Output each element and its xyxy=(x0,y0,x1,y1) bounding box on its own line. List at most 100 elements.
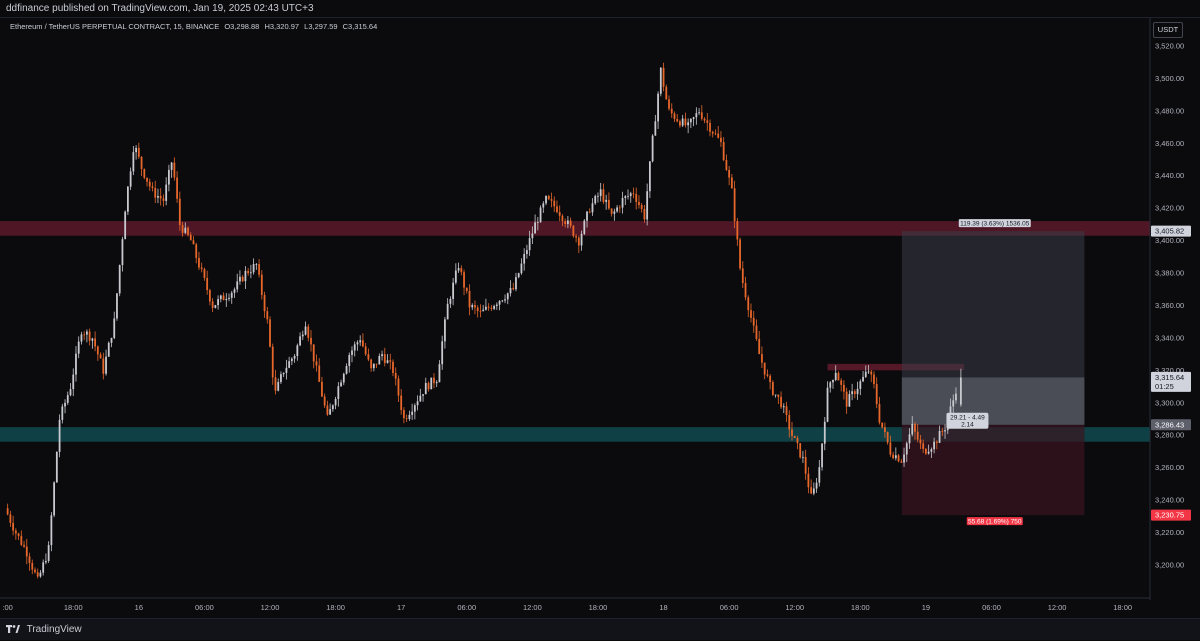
candle-body xyxy=(539,207,542,223)
candle-body xyxy=(400,395,403,411)
candle-body xyxy=(184,227,187,233)
stop-label-text: 55.68 (1.69%) 750 xyxy=(968,518,1022,525)
footer-brand: TradingView xyxy=(26,624,82,635)
candle-body xyxy=(556,206,558,213)
candle-body xyxy=(189,234,192,241)
candle-body xyxy=(515,277,517,290)
stop-zone xyxy=(901,424,1085,516)
candle-body xyxy=(821,443,823,468)
y-tick-label: 3,380.00 xyxy=(1155,269,1184,278)
candle-body xyxy=(378,356,381,365)
x-tick-label: 12:00 xyxy=(523,603,542,612)
candle-body xyxy=(730,177,733,189)
candle-body xyxy=(703,118,706,121)
candle-body xyxy=(698,112,700,114)
candle-body xyxy=(61,406,64,420)
candle-body xyxy=(217,299,219,306)
candle-body xyxy=(935,441,938,443)
candle-body xyxy=(597,195,599,197)
candle-body xyxy=(178,198,181,225)
candle-body xyxy=(476,307,479,311)
candle-body xyxy=(654,121,657,136)
y-tick-label: 3,340.00 xyxy=(1155,333,1184,342)
candle-body xyxy=(668,99,670,109)
candle-body xyxy=(337,386,340,400)
candle-body xyxy=(676,118,679,122)
candle-body xyxy=(310,337,312,345)
candle-body xyxy=(638,201,640,206)
candle-body xyxy=(572,225,575,237)
level-band xyxy=(827,363,965,371)
candle-body xyxy=(752,317,755,326)
target-label-text: 119.39 (3.63%) 1536.05 xyxy=(960,220,1030,227)
candle-body xyxy=(165,184,168,201)
candle-body xyxy=(211,301,214,308)
candle-body xyxy=(930,449,933,452)
candle-body xyxy=(45,560,47,563)
candle-body xyxy=(799,443,802,458)
candle-body xyxy=(214,305,217,308)
candle-body xyxy=(897,455,900,462)
candle-body xyxy=(367,354,370,360)
candle-body xyxy=(356,342,359,345)
candle-body xyxy=(195,244,198,258)
y-tick-label: 3,360.00 xyxy=(1155,301,1184,310)
candle-body xyxy=(452,282,455,299)
candle-body xyxy=(386,360,389,363)
currency-button[interactable]: USDT xyxy=(1153,22,1183,38)
candle-body xyxy=(140,156,143,169)
candle-body xyxy=(720,137,722,143)
candle-body xyxy=(495,304,498,306)
candle-body xyxy=(277,382,280,391)
candle-body xyxy=(247,270,250,274)
candle-body xyxy=(137,147,140,157)
candle-body xyxy=(624,196,627,199)
candle-body xyxy=(504,299,506,301)
candle-body xyxy=(848,394,851,407)
target-price-tag-text: 3,405.82 xyxy=(1155,227,1184,236)
target-label: 119.39 (3.63%) 1536.05 xyxy=(958,219,1031,227)
candle-body xyxy=(20,535,23,545)
candle-body xyxy=(788,415,791,430)
price-chart[interactable]: 119.39 (3.63%) 1536.05 55.68 (1.69%) 750 2… xyxy=(0,18,1200,618)
candle-body xyxy=(290,358,293,362)
candle-body xyxy=(908,434,911,444)
candle-body xyxy=(878,404,881,423)
x-tick-label: 17 xyxy=(397,603,405,612)
candle-body xyxy=(42,562,45,573)
candle-body xyxy=(233,289,236,293)
candle-body xyxy=(263,294,266,312)
candle-body xyxy=(99,354,102,359)
candle-body xyxy=(47,545,50,561)
candle-body xyxy=(700,112,703,119)
candle-body xyxy=(260,274,263,295)
candle-body xyxy=(362,340,364,347)
candle-body xyxy=(643,208,646,220)
candle-body xyxy=(299,336,301,346)
candle-body xyxy=(157,196,159,198)
x-tick-label: :00 xyxy=(2,603,12,612)
candle-body xyxy=(105,356,107,374)
candle-body xyxy=(826,387,829,422)
footer-bar: TradingView xyxy=(0,618,1200,640)
x-tick-label: 06:00 xyxy=(195,603,214,612)
candle-body xyxy=(657,93,659,122)
candle-body xyxy=(304,326,307,335)
candle-body xyxy=(774,394,777,396)
candle-body xyxy=(517,273,520,278)
candle-body xyxy=(329,409,332,415)
candle-body xyxy=(662,67,665,87)
candle-body xyxy=(416,401,419,406)
candle-body xyxy=(523,254,526,264)
candle-body xyxy=(69,389,72,396)
candle-body xyxy=(714,133,717,135)
candle-body xyxy=(162,198,165,201)
candle-body xyxy=(692,117,695,119)
candle-body xyxy=(94,338,97,347)
candle-body xyxy=(796,437,799,444)
candle-body xyxy=(280,374,282,383)
symbol-name: Ethereum / TetherUS PERPETUAL CONTRACT, … xyxy=(10,22,220,31)
candle-body xyxy=(479,310,482,312)
candle-body xyxy=(419,395,422,402)
